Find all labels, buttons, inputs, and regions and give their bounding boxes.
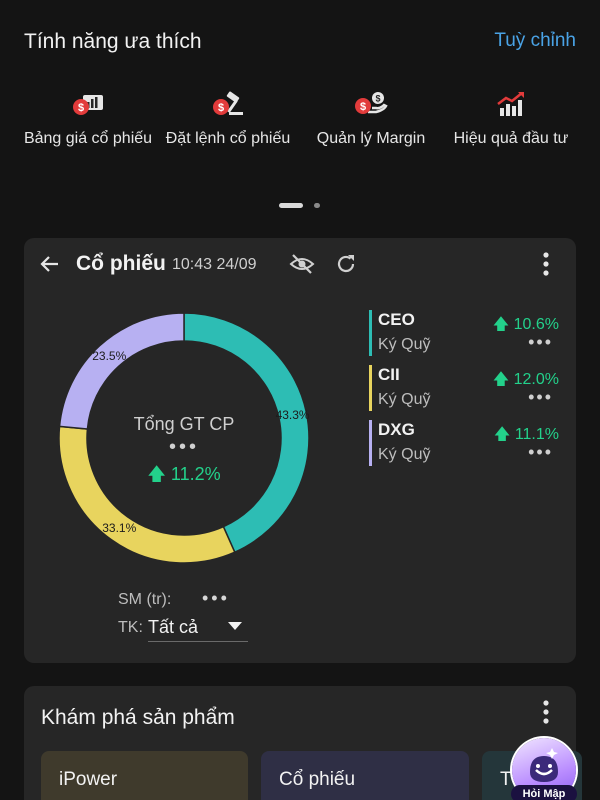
chat-assistant-button[interactable]: Hỏi Mập [511,738,577,800]
order-hammer-icon: $ [213,91,243,115]
more-vertical-icon[interactable] [534,250,558,278]
arrow-up-icon: 🡅 [492,316,510,333]
legend-item[interactable]: CII Ký Quỹ 🡅 12.0% ••• [369,363,559,411]
refresh-icon[interactable] [334,252,358,276]
feature-label: Quản lý Margin [316,130,426,147]
growth-chart-icon [497,92,524,116]
legend-change: 🡅 11.1% [494,423,559,450]
customize-link[interactable]: Tuỳ chỉnh [494,30,576,51]
legend-code: CII [378,365,400,384]
product-card-ipower[interactable]: iPower [41,751,248,800]
robot-icon [530,748,558,782]
margin-hand-coin-icon: $ $ [355,92,388,114]
arrow-up-icon: 🡅 [492,371,510,388]
legend-color-bar [369,310,372,356]
account-label: TK: [118,619,143,636]
donut-center-change: 🡅 11.2% [84,462,284,492]
legend-value-masked: ••• [528,332,553,352]
product-name: T [500,769,512,790]
arrow-left-icon[interactable] [38,252,62,276]
legend-value-masked: ••• [528,442,553,462]
favorite-features: $ Bảng giá cổ phiếu $ Đặt lệnh cổ phiếu … [0,90,600,180]
product-name: Cổ phiếu [279,769,356,790]
svg-text:$: $ [218,102,224,114]
legend-change-value: 11.1% [514,426,559,443]
donut-center-change-value: 11.2% [170,464,221,484]
legend-code: DXG [378,420,415,439]
favorites-header: Tính năng ưa thích Tuỳ chỉnh [24,30,576,58]
feature-investment-performance[interactable]: Hiệu quả đầu tư [436,90,586,150]
feature-label: Bảng giá cổ phiếu [23,130,153,147]
portfolio-card-header: Cổ phiếu 10:43 24/09 [24,238,576,290]
donut-slice-label: 23.5% [92,349,126,363]
legend-value-masked: ••• [528,387,553,407]
legend-color-bar [369,420,372,466]
portfolio-title: Cổ phiếu [76,252,166,275]
legend-type: Ký Quỹ [378,391,431,408]
svg-text:$: $ [360,101,366,113]
legend-color-bar [369,365,372,411]
legend-item[interactable]: DXG Ký Quỹ 🡅 11.1% ••• [369,418,559,466]
legend-change-value: 10.6% [513,316,559,333]
feature-place-order[interactable]: $ Đặt lệnh cổ phiếu [153,90,303,150]
legend-code: CEO [378,310,415,329]
arrow-up-icon: 🡅 [147,464,166,484]
donut-slice-label: 43.3% [276,408,310,422]
account-select-value: Tất cả [148,617,199,637]
legend-type: Ký Quỹ [378,336,431,353]
sm-value: ••• [202,588,230,608]
donut-slice-label: 33.1% [102,521,136,535]
donut-center-value: ••• [168,436,199,458]
product-card-stock[interactable]: Cổ phiếu [261,751,469,800]
portfolio-donut-chart: 43.3% 33.1% 23.5% [58,313,310,563]
feature-price-board[interactable]: $ Bảng giá cổ phiếu [13,90,163,150]
price-board-icon: $ [73,95,103,115]
legend-change-value: 12.0% [513,371,559,388]
legend-change: 🡅 12.0% [493,368,559,395]
more-vertical-icon[interactable] [534,698,558,726]
feature-label: Hiệu quả đầu tư [453,130,569,147]
explore-title: Khám phá sản phẩm [41,706,235,729]
sm-label: SM (tr): [118,591,172,608]
account-select[interactable]: Tất cả [148,614,248,642]
donut-slice-dxg[interactable] [58,313,185,430]
feature-label: Đặt lệnh cổ phiếu [165,130,291,147]
product-name: iPower [59,769,118,790]
chat-assistant-label: Hỏi Mập [511,785,577,800]
portfolio-card: Cổ phiếu 10:43 24/09 43.3% 33.1% 23.5% Tổn… [24,238,576,663]
legend-change: 🡅 10.6% [493,313,559,340]
legend-item[interactable]: CEO Ký Quỹ 🡅 10.6% ••• [369,308,559,356]
pager-dot-active[interactable] [279,203,303,208]
portfolio-timestamp: 10:43 24/09 [172,256,257,273]
pager-dot[interactable] [314,203,320,208]
caret-down-icon [228,622,242,630]
legend-type: Ký Quỹ [378,446,431,463]
arrow-up-icon: 🡅 [493,426,511,443]
svg-text:$: $ [78,102,84,114]
favorites-title: Tính năng ưa thích [24,30,202,53]
donut-center-label: Tổng GT CP [133,414,235,434]
svg-text:$: $ [375,94,380,104]
eye-off-icon[interactable] [289,252,315,276]
explore-card: Khám phá sản phẩm iPower Cổ phiếu T [24,686,582,800]
feature-margin[interactable]: $ $ Quản lý Margin [296,90,446,150]
